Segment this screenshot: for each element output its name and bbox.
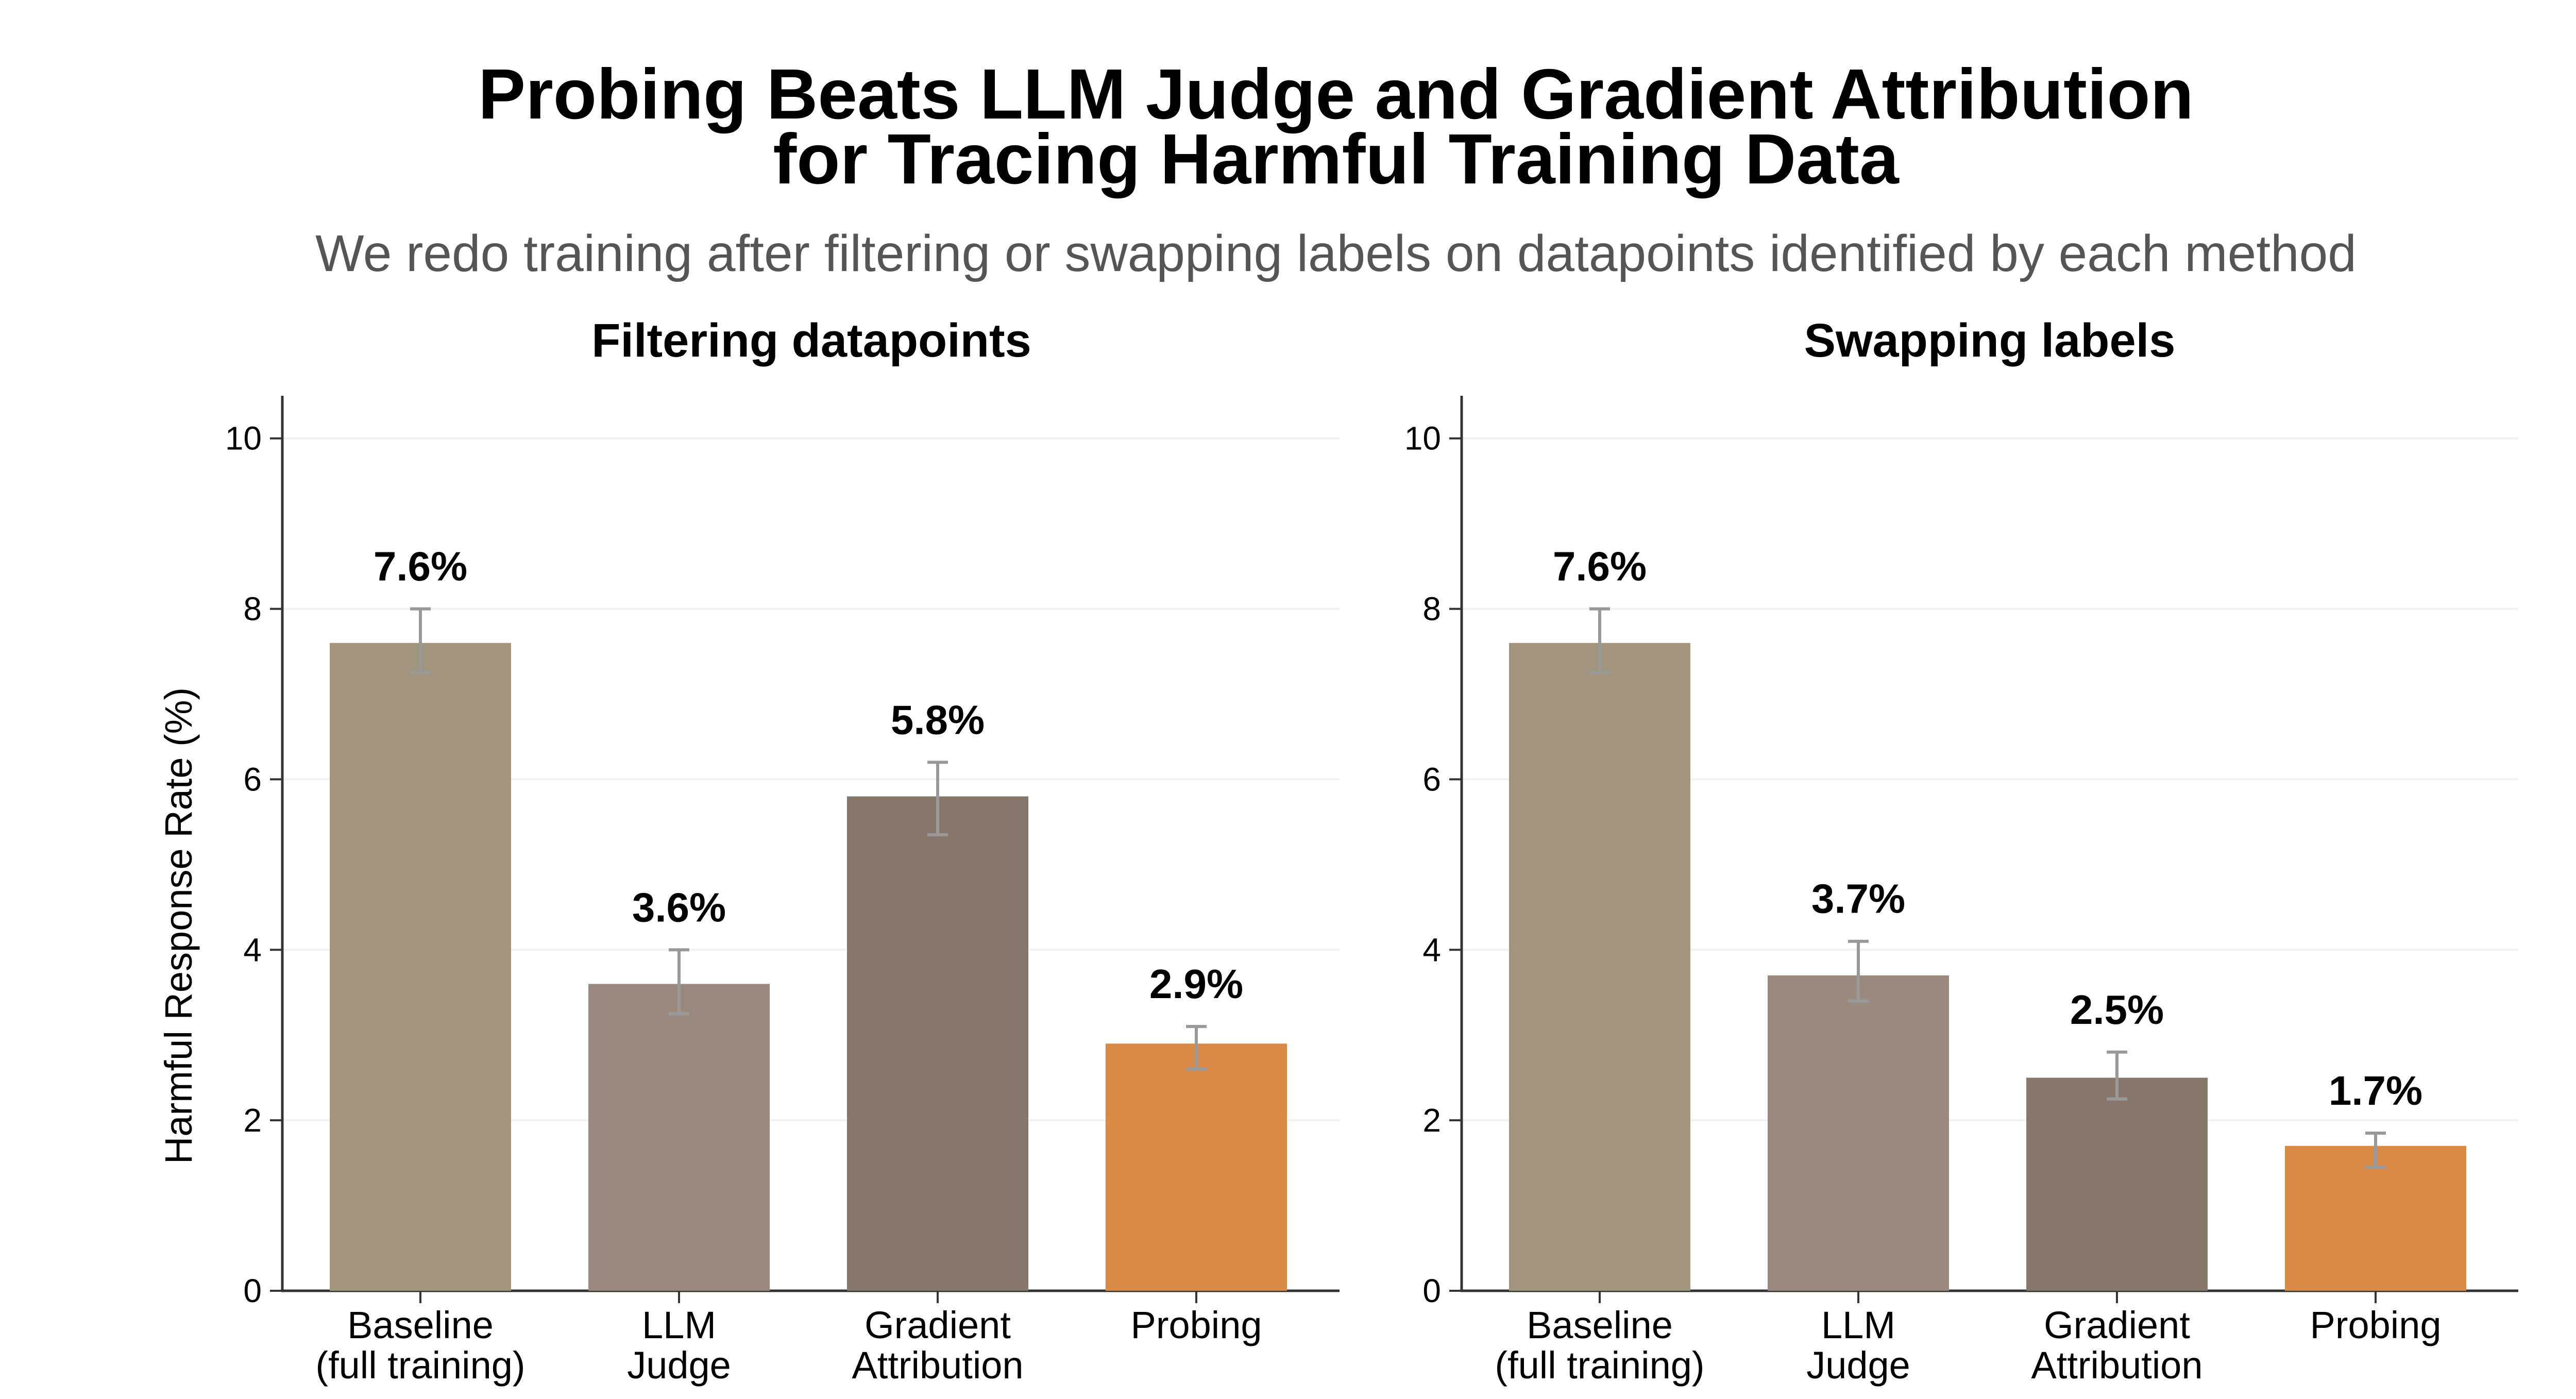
data-label: 5.8% bbox=[891, 697, 985, 743]
y-tick-label: 8 bbox=[1422, 591, 1441, 628]
x-tick-label-line: Judge bbox=[627, 1344, 731, 1387]
y-tick-label: 10 bbox=[225, 420, 262, 457]
bar bbox=[847, 796, 1028, 1291]
x-tick-label-line: (full training) bbox=[315, 1344, 525, 1387]
x-tick-label: LLM Judge bbox=[1806, 1304, 1910, 1387]
x-tick-label-line: LLM bbox=[1821, 1304, 1895, 1346]
x-tick-label-line: Gradient bbox=[2044, 1304, 2190, 1346]
x-tick-label-line: Attribution bbox=[2031, 1344, 2202, 1387]
x-tick-label: Probing bbox=[2310, 1304, 2441, 1346]
y-tick-label: 4 bbox=[1422, 931, 1441, 968]
bar bbox=[1106, 1043, 1287, 1291]
y-tick-label: 10 bbox=[1404, 420, 1441, 457]
bar bbox=[2285, 1145, 2466, 1291]
x-tick-label-line: Probing bbox=[1130, 1304, 1262, 1346]
y-tick-label: 8 bbox=[243, 591, 262, 628]
chart-title-line-2: for Tracing Harmful Training Data bbox=[773, 120, 1899, 199]
panel-title: Filtering datapoints bbox=[591, 314, 1031, 367]
bar bbox=[330, 643, 511, 1291]
x-tick-label: LLM Judge bbox=[627, 1304, 731, 1387]
chart-panel-filtering: Filtering datapoints 0 2 4 6 8 10 Harmful Respo… bbox=[157, 314, 1340, 1387]
y-tick-label: 6 bbox=[243, 761, 262, 798]
x-tick-label-line: LLM bbox=[642, 1304, 716, 1346]
x-tick-label: Gradient Attribution bbox=[852, 1304, 1023, 1387]
chart-title-line-1: Probing Beats LLM Judge and Gradient Att… bbox=[478, 55, 2194, 134]
y-tick-label: 4 bbox=[243, 931, 262, 968]
y-tick-label: 0 bbox=[1422, 1272, 1441, 1309]
x-tick-label-line: Judge bbox=[1806, 1344, 1910, 1387]
y-tick-label: 2 bbox=[243, 1102, 262, 1139]
panel-title: Swapping labels bbox=[1804, 314, 2176, 367]
y-axis-title: Harmful Response Rate (%) bbox=[157, 687, 200, 1164]
data-label: 2.5% bbox=[2070, 987, 2164, 1033]
chart-title: Probing Beats LLM Judge and Gradient Att… bbox=[0, 55, 2576, 199]
x-tick-label-line: Baseline bbox=[347, 1304, 494, 1346]
data-label: 3.7% bbox=[1811, 876, 1905, 922]
chart-panel-swapping: Swapping labels 0 2 4 6 8 10 7.6% Baseline (full … bbox=[1404, 314, 2518, 1387]
data-label: 3.6% bbox=[632, 884, 726, 930]
data-label: 7.6% bbox=[1553, 544, 1647, 589]
x-tick-label-line: Attribution bbox=[852, 1344, 1023, 1387]
bar bbox=[588, 984, 770, 1291]
x-tick-label-line: Baseline bbox=[1527, 1304, 1673, 1346]
x-tick-label: Gradient Attribution bbox=[2031, 1304, 2202, 1387]
x-tick-label-line: Probing bbox=[2310, 1304, 2441, 1346]
x-tick-label-line: Gradient bbox=[865, 1304, 1011, 1346]
bar bbox=[1509, 643, 1690, 1291]
x-tick-label: Baseline (full training) bbox=[1495, 1304, 1704, 1387]
x-tick-label: Probing bbox=[1130, 1304, 1262, 1346]
y-tick-label: 6 bbox=[1422, 761, 1441, 798]
chart-subtitle: We redo training after filtering or swap… bbox=[315, 225, 2357, 282]
x-tick-label-line: (full training) bbox=[1495, 1344, 1704, 1387]
x-tick-label: Baseline (full training) bbox=[315, 1304, 525, 1387]
y-tick-label: 2 bbox=[1422, 1102, 1441, 1139]
bar bbox=[2026, 1077, 2208, 1291]
data-label: 2.9% bbox=[1149, 961, 1243, 1007]
data-label: 7.6% bbox=[374, 544, 467, 589]
y-tick-label: 0 bbox=[243, 1272, 262, 1309]
bar bbox=[1768, 975, 1949, 1291]
data-label: 1.7% bbox=[2329, 1068, 2422, 1114]
